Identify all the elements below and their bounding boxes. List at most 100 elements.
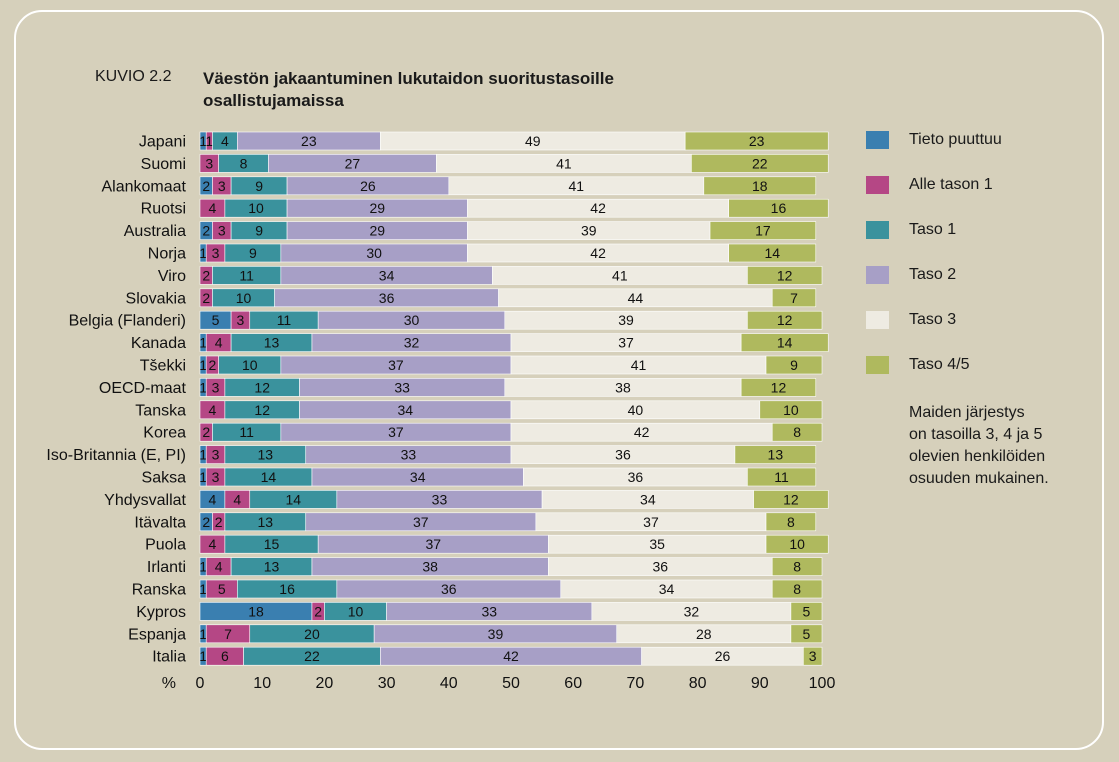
data-label: 8 (793, 424, 801, 440)
data-label: 14 (286, 491, 302, 507)
data-label: 4 (209, 402, 217, 418)
bar-segment (771, 422, 823, 442)
bar-segment (728, 198, 829, 218)
data-label: 1 (199, 133, 207, 149)
data-label: 29 (369, 200, 385, 216)
bar-segment (790, 624, 823, 644)
data-label: 39 (618, 312, 634, 328)
data-label: 10 (242, 357, 258, 373)
data-label: 2 (209, 357, 217, 373)
bar-segment (771, 557, 823, 576)
data-label: 13 (258, 447, 274, 463)
bar-segment (740, 333, 829, 352)
x-tick-label: 0 (196, 675, 205, 692)
data-label: 5 (803, 626, 811, 642)
data-label: 9 (249, 245, 257, 261)
data-label: 11 (277, 312, 292, 328)
x-axis-label: % (162, 675, 176, 692)
category-label: Viro (158, 268, 186, 285)
data-label: 30 (404, 312, 420, 328)
data-label: 14 (764, 245, 780, 261)
data-label: 1 (199, 245, 207, 261)
data-label: 13 (768, 447, 784, 463)
legend-label: Taso 4/5 (909, 356, 970, 373)
category-label: OECD-maat (99, 380, 187, 397)
data-label: 3 (237, 312, 245, 328)
figure-frame (14, 10, 1104, 750)
data-label: 12 (783, 491, 799, 507)
data-label: 1 (199, 559, 207, 575)
data-label: 1 (199, 469, 207, 485)
data-label: 13 (258, 514, 274, 530)
legend-swatch (866, 131, 889, 149)
data-label: 49 (525, 133, 541, 149)
data-label: 38 (422, 559, 438, 575)
data-label: 14 (777, 335, 793, 351)
x-tick-label: 60 (564, 675, 582, 692)
data-label: 1 (205, 133, 213, 149)
data-label: 7 (790, 290, 798, 306)
data-label: 2 (202, 290, 210, 306)
data-label: 12 (254, 379, 270, 395)
data-label: 20 (304, 626, 320, 642)
category-label: Japani (139, 134, 186, 151)
data-label: 37 (413, 514, 429, 530)
data-label: 1 (199, 648, 207, 664)
data-label: 32 (404, 335, 420, 351)
data-label: 4 (233, 491, 241, 507)
bar-segment (790, 602, 823, 621)
data-label: 33 (394, 379, 410, 395)
data-label: 4 (209, 536, 217, 552)
category-label: Tšekki (140, 358, 186, 375)
x-tick-label: 10 (253, 675, 271, 692)
data-label: 40 (628, 402, 644, 418)
data-label: 3 (212, 447, 220, 463)
category-label: Irlanti (147, 559, 186, 576)
data-label: 7 (224, 626, 232, 642)
data-label: 37 (425, 536, 441, 552)
bar-segment (684, 131, 829, 151)
bar-segment (740, 378, 817, 397)
data-label: 8 (793, 559, 801, 575)
data-label: 3 (212, 379, 220, 395)
data-label: 32 (684, 603, 700, 619)
data-label: 10 (348, 603, 364, 619)
data-label: 29 (369, 223, 385, 239)
data-label: 2 (215, 514, 223, 530)
bar-segment (765, 534, 829, 554)
data-label: 37 (388, 424, 404, 440)
data-label: 39 (488, 626, 504, 642)
legend-label: Taso 3 (909, 311, 957, 328)
bar-segment (765, 512, 817, 532)
category-label: Slovakia (126, 290, 187, 307)
bar-segment (703, 176, 817, 196)
category-label: Puola (145, 537, 186, 554)
data-label: 12 (777, 267, 793, 283)
data-label: 5 (218, 581, 226, 597)
data-label: 10 (236, 290, 252, 306)
data-label: 10 (248, 200, 264, 216)
data-label: 23 (749, 133, 765, 149)
data-label: 37 (643, 514, 659, 530)
data-label: 3 (212, 245, 220, 261)
data-label: 36 (628, 469, 644, 485)
data-label: 37 (618, 335, 634, 351)
data-label: 34 (410, 469, 426, 485)
data-label: 36 (652, 559, 668, 575)
data-label: 2 (202, 424, 210, 440)
data-label: 11 (774, 469, 789, 485)
data-label: 3 (218, 178, 226, 194)
legend-swatch (866, 266, 889, 284)
data-label: 12 (777, 312, 793, 328)
data-label: 27 (345, 155, 361, 171)
data-label: 35 (649, 536, 665, 552)
data-label: 1 (199, 335, 207, 351)
data-label: 22 (304, 648, 320, 664)
data-label: 17 (755, 223, 771, 239)
data-label: 1 (199, 447, 207, 463)
x-tick-label: 30 (378, 675, 396, 692)
data-label: 34 (397, 402, 413, 418)
ordering-note: Maiden järjestys on tasoilla 3, 4 ja 5 o… (909, 404, 1049, 487)
data-label: 4 (215, 559, 223, 575)
data-label: 33 (481, 603, 497, 619)
